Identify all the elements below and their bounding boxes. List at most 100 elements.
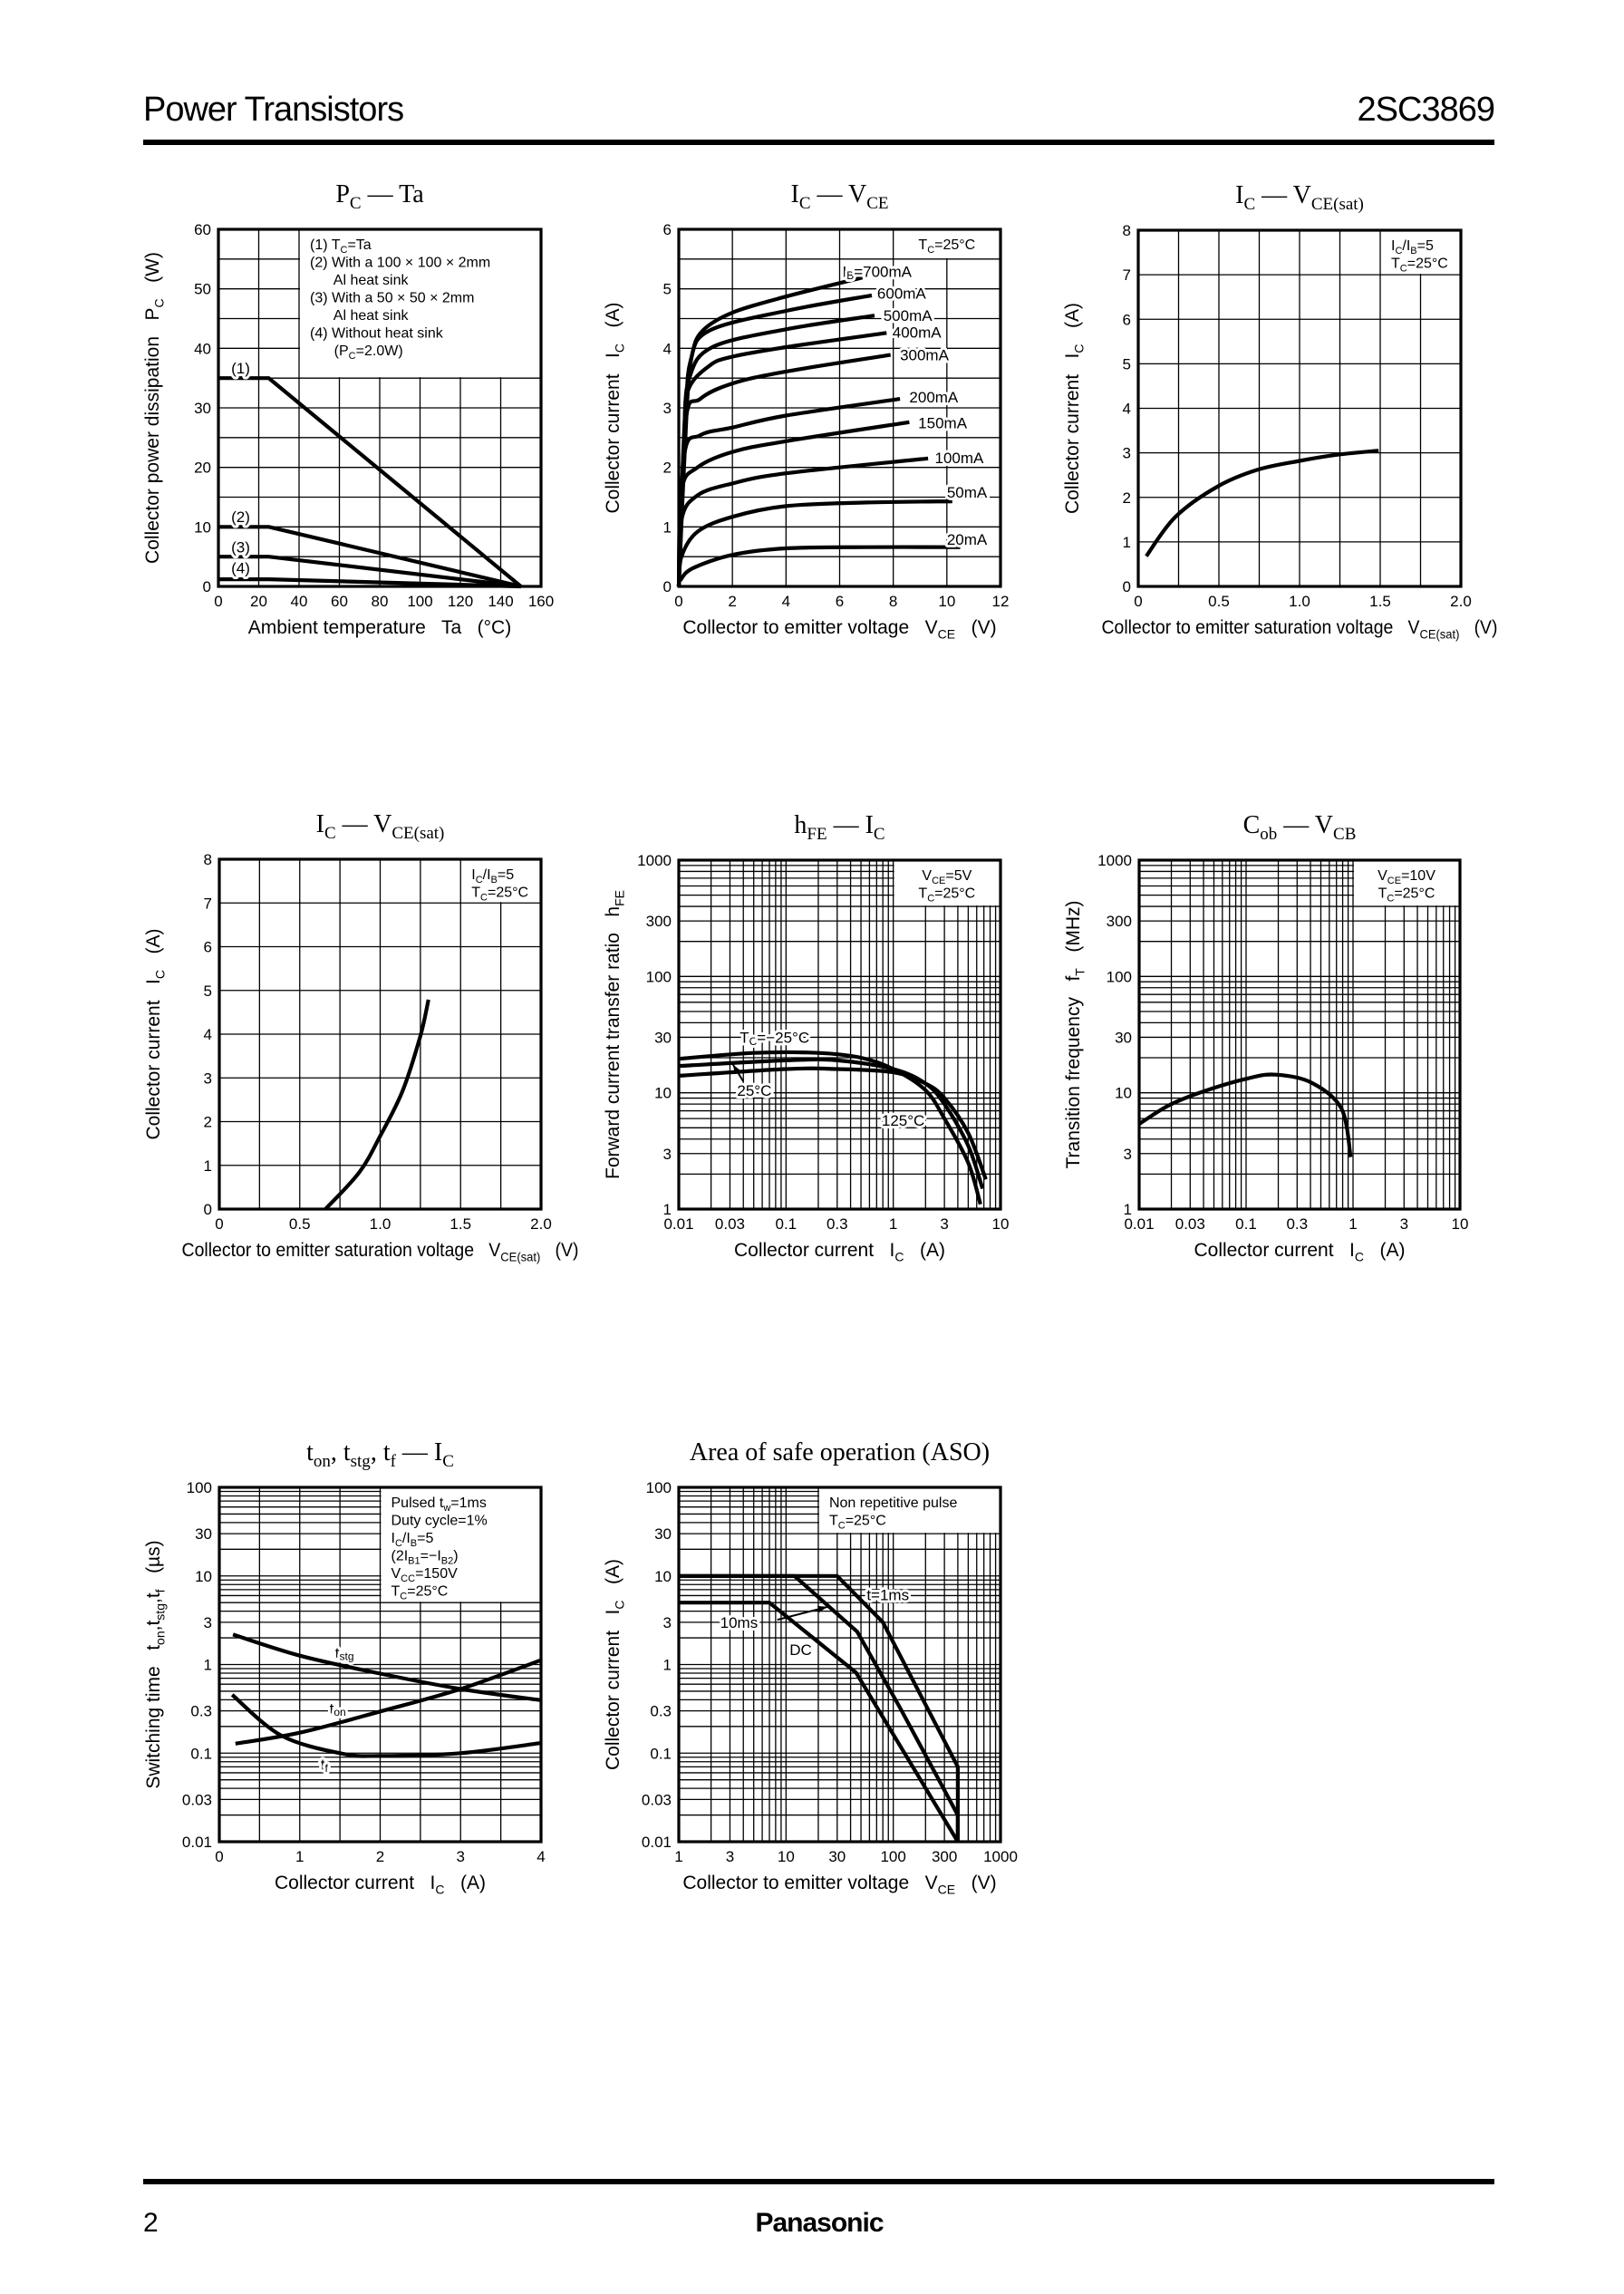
y-tick-label: 10 (1115, 1085, 1132, 1102)
y-axis-label: Collector power dissipation PC (W) (142, 252, 166, 564)
plot-frame (218, 857, 543, 1211)
x-axis-label: Collector to emitter voltage VCE (V) (682, 617, 996, 641)
x-tick-label: 1 (295, 1848, 304, 1865)
x-tick-label: 3 (457, 1848, 465, 1865)
series-label: DC (789, 1641, 812, 1659)
y-tick-label: 10 (654, 1085, 672, 1102)
chart-title: IC — VCE (790, 180, 888, 213)
brand-logo: Panasonic (755, 2208, 884, 2238)
y-axis-label: Collector current IC (A) (143, 928, 167, 1139)
x-tick-label: 0.01 (663, 1215, 693, 1233)
y-tick-label: 6 (663, 221, 672, 238)
series-label: ton (330, 1699, 346, 1718)
plot-frame (677, 858, 1002, 1211)
legend-line: IC/IB=5 (471, 867, 514, 886)
y-tick-label: 2 (663, 460, 672, 477)
y-tick-label: 0 (1123, 578, 1131, 595)
footer-rule (143, 2179, 1494, 2184)
series-line-3 (678, 1066, 988, 1180)
y-tick-label: 3 (204, 1070, 212, 1087)
series-label: 10ms (720, 1613, 759, 1631)
legend-box (1354, 860, 1460, 906)
x-tick-label: 0.3 (1286, 1215, 1308, 1233)
chart-1: PC — Ta (1) TC=Ta(2) With a 100 × 100 × 2… (142, 180, 554, 638)
series-label: 600mA (877, 285, 927, 302)
y-tick-label: 100 (646, 1479, 672, 1496)
series-line-3 (218, 555, 522, 589)
series-label: 150mA (918, 414, 968, 431)
series-line-4 (218, 577, 521, 589)
y-tick-label: 0.3 (650, 1703, 672, 1720)
x-tick-label: 12 (992, 593, 1010, 610)
x-tick-label: 1.0 (370, 1215, 392, 1233)
y-axis-label: Collector current IC (A) (603, 302, 626, 513)
x-tick-label: 8 (889, 593, 897, 610)
x-tick-label: 3 (726, 1848, 734, 1865)
x-tick-label: 160 (528, 593, 554, 610)
x-tick-label: 0.5 (289, 1215, 311, 1233)
legend-box (894, 860, 1000, 906)
y-tick-label: 30 (1115, 1029, 1132, 1046)
x-tick-label: 0 (215, 1848, 223, 1865)
y-tick-label: 3 (204, 1614, 212, 1631)
x-tick-label: 40 (291, 593, 308, 610)
x-tick-label: 2.0 (1450, 593, 1472, 610)
plot-frame (677, 227, 1002, 588)
series-line-1 (324, 999, 430, 1211)
y-tick-label: 7 (204, 895, 212, 912)
series-line-5 (676, 353, 892, 587)
plot-frame (218, 1486, 543, 1844)
x-axis-label: Collector current IC (A) (275, 1873, 486, 1896)
chart-4: IC — VCE(sat) IC/IB=5TC=25°C 0 0.5 1.0 1.5 2.0… (143, 810, 579, 1263)
series-label: IB=700mA (842, 263, 912, 282)
y-tick-label: 1000 (1097, 852, 1132, 869)
y-tick-label: 2 (1123, 489, 1131, 507)
y-tick-label: 2 (204, 1114, 212, 1131)
series-label: TC=−25°C (740, 1029, 809, 1048)
y-tick-label: 300 (1107, 913, 1132, 930)
header-rule (143, 140, 1494, 145)
x-tick-label: 0 (215, 1215, 223, 1233)
y-tick-label: 1 (663, 518, 672, 536)
legend-box (381, 1487, 541, 1602)
x-tick-label: 0.03 (715, 1215, 745, 1233)
y-tick-label: 0.03 (182, 1791, 212, 1808)
series-label: (3) (231, 538, 250, 556)
y-tick-label: 3 (663, 400, 672, 417)
series-line-3 (230, 1693, 542, 1758)
series-label: 125°C (882, 1112, 924, 1129)
x-tick-label: 4 (782, 593, 790, 610)
legend-line: Pulsed tw=1ms (392, 1495, 487, 1514)
legend-box (818, 1487, 1000, 1534)
x-tick-label: 1.5 (1369, 593, 1391, 610)
x-axis-label: Ambient temperature Ta (°C) (248, 617, 511, 638)
x-tick-label: 10 (1452, 1215, 1469, 1233)
x-tick-label: 20 (250, 593, 267, 610)
y-tick-label: 30 (194, 400, 211, 417)
y-tick-label: 10 (654, 1568, 672, 1585)
x-tick-label: 0.1 (1235, 1215, 1257, 1233)
series-line-2 (678, 1057, 985, 1190)
series-line-2 (679, 1573, 960, 1842)
series-line-1 (218, 376, 523, 588)
legend-line: (PC=2.0W) (310, 344, 403, 362)
x-axis-label: Collector to emitter voltage VCE (V) (682, 1873, 996, 1896)
x-tick-label: 0.01 (1124, 1215, 1154, 1233)
legend-line: Al heat sink (310, 273, 410, 288)
legend-box (1381, 230, 1461, 275)
legend-line: (1) TC=Ta (310, 237, 372, 256)
y-tick-label: 6 (1123, 311, 1131, 328)
legend-line: TC=25°C (1391, 257, 1448, 275)
y-tick-label: 0 (203, 578, 211, 595)
plot-frame (1136, 228, 1463, 588)
x-axis-label: Collector current IC (A) (1194, 1240, 1405, 1263)
y-tick-label: 1 (1124, 1201, 1132, 1218)
legend-line: (2) With a 100 × 100 × 2mm (310, 256, 490, 271)
series-label: 200mA (909, 389, 959, 406)
y-tick-label: 3 (663, 1146, 672, 1163)
y-tick-label: 0 (663, 578, 672, 595)
legend-line: (2IB1=−IB2) (392, 1549, 459, 1567)
y-tick-label: 0.01 (642, 1834, 672, 1851)
chart-3: IC — VCE(sat) IC/IB=5TC=25°C 0 0.5 1.0 1.5 2.0… (1062, 181, 1498, 641)
grid (679, 860, 1000, 1209)
